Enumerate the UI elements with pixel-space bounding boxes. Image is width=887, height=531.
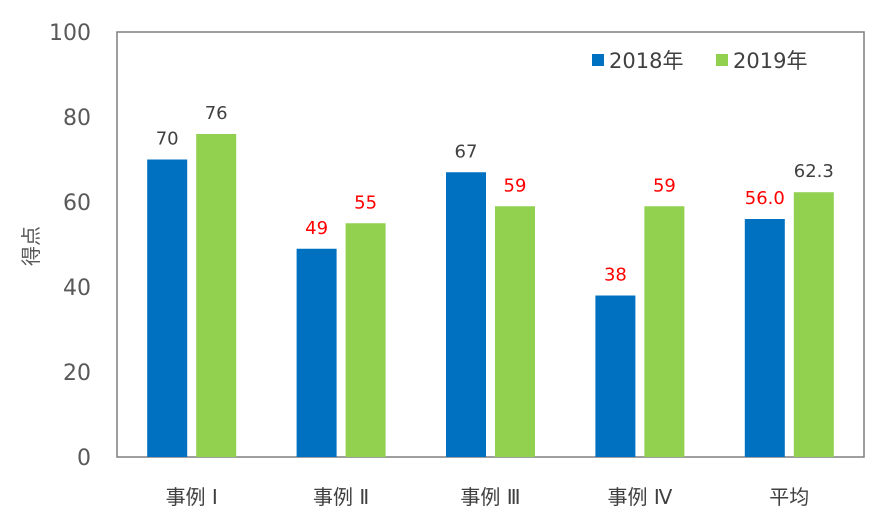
bar-2018年 (446, 172, 486, 457)
y-tick-label: 20 (63, 361, 91, 386)
bar-2019年 (793, 192, 834, 457)
legend-swatch (592, 54, 604, 66)
data-label: 76 (205, 103, 228, 124)
data-label: 38 (604, 265, 627, 286)
data-label: 59 (504, 175, 527, 196)
y-tick-label: 80 (63, 106, 91, 131)
legend: 2018年 2019年 (592, 49, 807, 73)
x-category-label: 事例 Ⅲ (460, 485, 520, 509)
x-category-label: 事例 Ⅰ (166, 485, 218, 509)
bar-2018年 (147, 159, 188, 457)
bar-2018年 (595, 295, 636, 457)
x-category-label: 事例 Ⅱ (313, 485, 369, 509)
bars (147, 134, 834, 457)
x-axis-labels: 事例 Ⅰ 事例 Ⅱ 事例 Ⅲ 事例 Ⅳ 平均 (166, 485, 810, 509)
data-label: 56.0 (745, 188, 785, 209)
data-label: 59 (653, 175, 676, 196)
x-category-label: 平均 (769, 485, 809, 509)
legend-swatch (716, 54, 728, 66)
y-tick-label: 100 (49, 21, 91, 46)
y-tick-label: 60 (63, 191, 91, 216)
bar-2019年 (196, 134, 237, 457)
y-tick-label: 0 (77, 446, 91, 471)
bar-2018年 (296, 248, 337, 457)
bar-2018年 (744, 219, 785, 457)
y-tick-label: 40 (63, 276, 91, 301)
data-labels: 70 76 49 55 67 59 38 59 56.0 62.3 (156, 103, 834, 286)
data-label: 67 (455, 141, 478, 162)
plot-area-frame (116, 31, 865, 458)
bar-2019年 (644, 206, 685, 457)
legend-label: 2018年 (609, 49, 683, 73)
legend-label: 2019年 (733, 49, 807, 73)
x-category-label: 事例 Ⅳ (607, 485, 672, 509)
y-axis-title: 得点 (19, 226, 43, 266)
data-label: 70 (156, 129, 179, 150)
bar-2019年 (495, 206, 535, 457)
bar-2019年 (345, 223, 386, 457)
data-label: 62.3 (794, 161, 834, 182)
data-label: 55 (354, 192, 377, 213)
y-axis-ticks: 0 20 40 60 80 100 (49, 21, 91, 471)
data-label: 49 (305, 218, 328, 239)
